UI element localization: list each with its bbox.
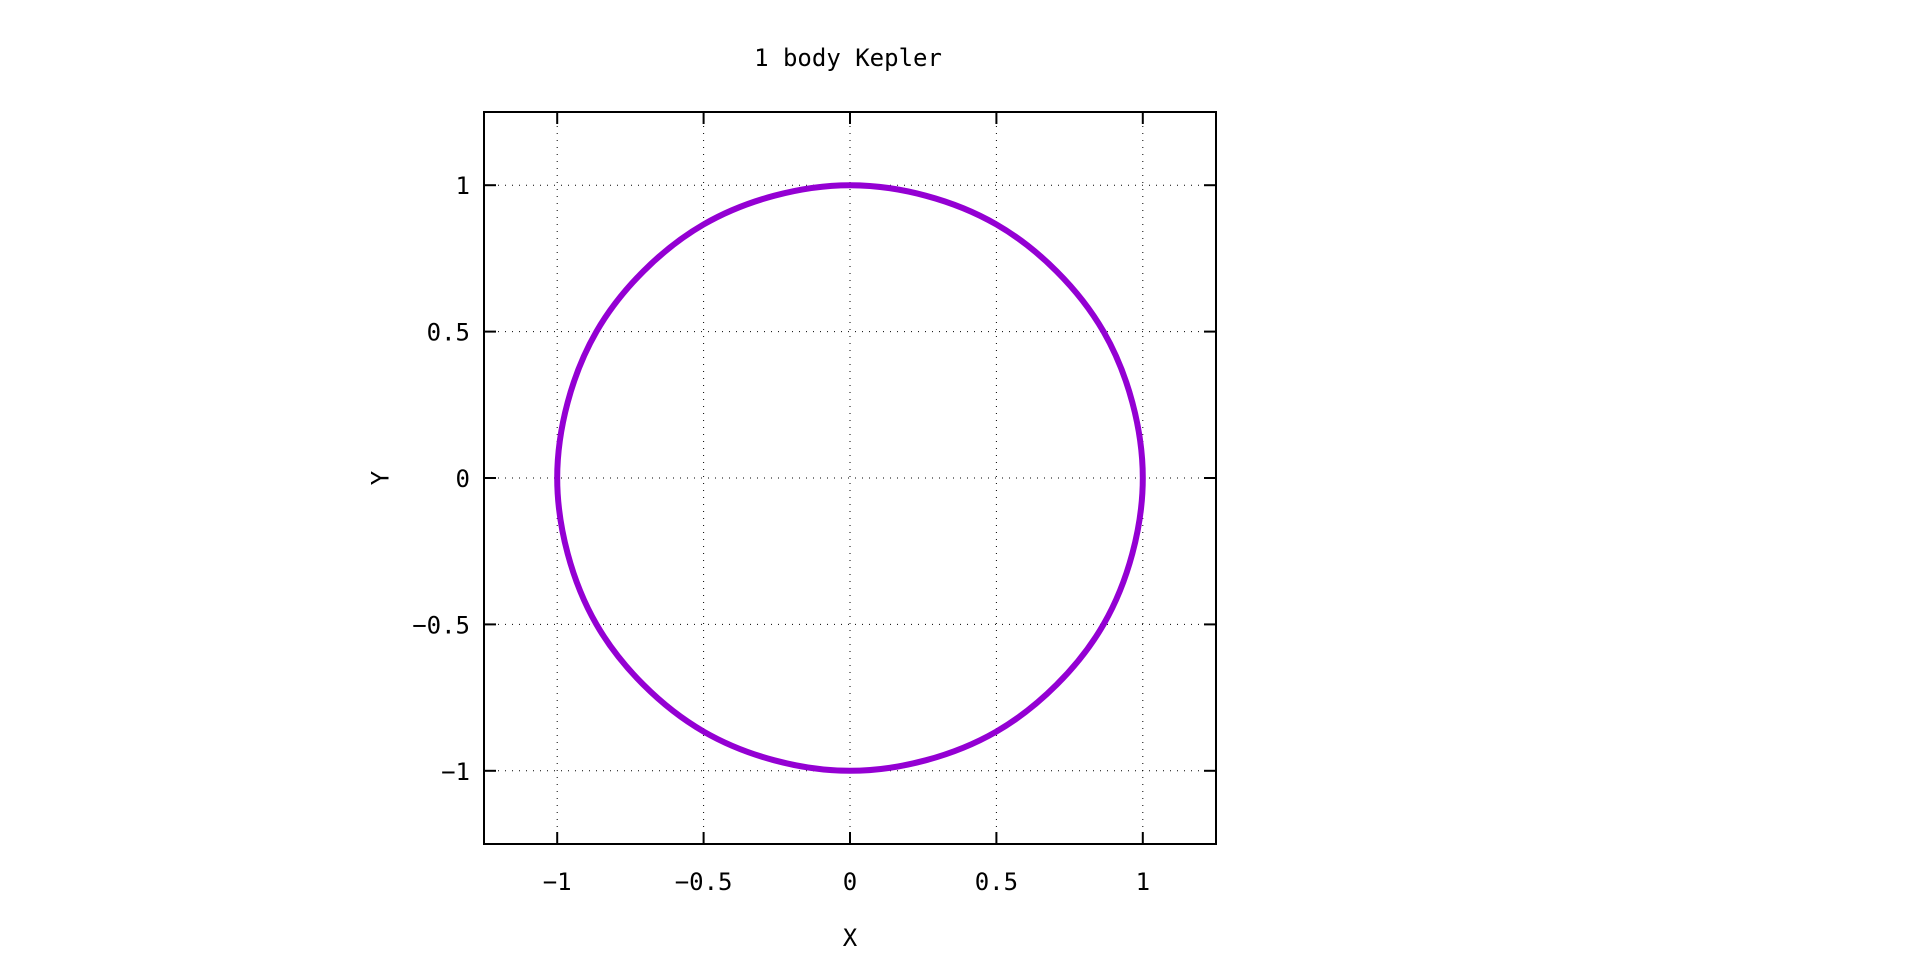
- y-tick-label: −0.5: [412, 611, 470, 639]
- chart-title: 1 body Kepler: [754, 44, 942, 72]
- tick-labels: −1 −0.5 0 0.5 1 −1 −0.5 0 0.5 1: [412, 172, 1150, 896]
- ticks: [484, 112, 1216, 844]
- y-axis-label: Y: [366, 470, 394, 485]
- y-tick-label: 1: [456, 172, 470, 200]
- y-tick-label: 0.5: [427, 319, 470, 347]
- x-tick-label: 1: [1136, 868, 1150, 896]
- plot-frame: [483, 111, 1217, 845]
- x-axis-label: X: [843, 924, 858, 952]
- x-tick-label: −0.5: [675, 868, 733, 896]
- y-tick-label: 0: [456, 465, 470, 493]
- grid: [484, 112, 1216, 844]
- y-tick-label: −1: [441, 758, 470, 786]
- x-tick-label: 0: [843, 868, 857, 896]
- series-group: [554, 182, 1146, 774]
- x-tick-label: 0.5: [975, 868, 1018, 896]
- x-tick-label: −1: [543, 868, 572, 896]
- orbit-series-line: [554, 182, 1146, 774]
